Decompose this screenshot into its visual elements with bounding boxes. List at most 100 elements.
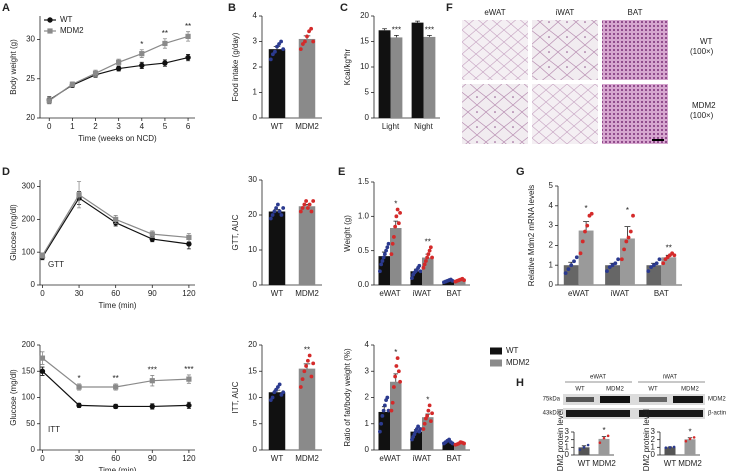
- data-point: [311, 39, 316, 44]
- data-point: [307, 202, 312, 207]
- bar: [454, 443, 466, 450]
- y-tick-label: 10: [248, 393, 257, 402]
- legend-swatch: [490, 347, 502, 355]
- data-point: [649, 265, 654, 270]
- x-tick-label: Night: [414, 122, 433, 131]
- y-tick-label: 100: [22, 247, 36, 256]
- x-tick-label: 1: [70, 122, 75, 131]
- y-tick-label: 150: [22, 366, 36, 375]
- data-point: [578, 448, 582, 451]
- y-tick-label: 15: [360, 37, 369, 46]
- data-point: [589, 211, 594, 216]
- bar: [646, 265, 662, 285]
- data-point: [684, 439, 688, 443]
- lane-label: MDM2: [681, 387, 699, 393]
- inline-label: ITT: [48, 425, 60, 434]
- significance: **: [162, 29, 168, 38]
- y-tick-label: 30: [26, 35, 35, 44]
- y-axis-label: Relative Mdm2 mRNA levels: [527, 185, 536, 286]
- data-point: [582, 446, 586, 449]
- data-point: [622, 247, 626, 252]
- y-tick-label: 20: [360, 11, 369, 20]
- bar: [410, 431, 422, 450]
- y-tick-label: 3: [565, 427, 570, 436]
- data-point: [395, 356, 400, 361]
- y-axis-label: Body weight (g): [9, 39, 18, 95]
- data-point: [398, 379, 402, 384]
- data-point: [304, 364, 309, 368]
- data-point: [277, 209, 282, 214]
- lane-label: MDM2: [606, 387, 624, 393]
- data-point: [279, 39, 284, 44]
- significance: *: [77, 374, 80, 383]
- y-tick-label: 1: [365, 419, 370, 428]
- panel-letter: D: [2, 166, 10, 178]
- y-tick-label: 200: [22, 214, 36, 223]
- significance: *: [394, 348, 397, 357]
- data-point: [389, 252, 394, 256]
- marker: [39, 368, 46, 374]
- data-point: [626, 235, 631, 240]
- data-point: [385, 395, 390, 400]
- western-blot: eWAT iWAT WT MDM2 WT MDM2 75kDa 43kDa MD…: [543, 375, 726, 419]
- significance: **: [425, 237, 431, 246]
- y-tick-label: 4: [549, 201, 554, 210]
- y-tick-label: 300: [22, 182, 36, 191]
- data-point: [381, 408, 386, 413]
- blot-band: [673, 396, 703, 403]
- data-point: [692, 436, 696, 439]
- lane-label: WT: [648, 387, 658, 393]
- y-tick-label: 4: [253, 11, 258, 20]
- data-point: [302, 202, 307, 207]
- bar: [620, 238, 635, 285]
- marker: [149, 403, 155, 410]
- histology-image: [602, 20, 668, 80]
- bar: [422, 257, 434, 285]
- y-axis-label: MDM2 protein level: [642, 409, 651, 471]
- histology-panel: F eWAT iWAT BAT WT (100×) MDM2 (100×): [446, 2, 716, 144]
- y-axis-label: Glucose (mg/dl): [9, 204, 18, 261]
- data-point: [396, 369, 401, 374]
- x-tick-label: WT: [578, 459, 591, 468]
- data-point: [563, 271, 568, 276]
- data-point: [382, 252, 387, 256]
- x-tick-label: BAT: [654, 289, 669, 298]
- bar: [390, 228, 402, 285]
- marker: [185, 54, 191, 61]
- marker: [113, 216, 119, 222]
- data-point: [619, 257, 624, 262]
- y-tick-label: 0.0: [358, 280, 370, 289]
- data-point: [462, 441, 466, 446]
- x-tick-label: 2: [93, 122, 98, 131]
- histology-image: [462, 84, 528, 144]
- data-point: [385, 245, 390, 250]
- data-point: [610, 263, 615, 268]
- bar: [378, 411, 390, 450]
- x-axis-label: Time (min): [99, 466, 137, 471]
- data-point: [274, 206, 279, 210]
- bar: [442, 442, 454, 450]
- significance: **: [304, 346, 310, 355]
- bar: [442, 280, 454, 285]
- y-tick-label: 1: [651, 442, 656, 451]
- bar: [390, 381, 402, 450]
- histology-image: [462, 20, 528, 80]
- bar: [661, 257, 677, 285]
- y-tick-label: 50: [26, 419, 35, 428]
- data-point: [307, 29, 311, 34]
- data-point: [430, 411, 434, 416]
- data-point: [379, 421, 384, 426]
- data-point: [275, 202, 280, 207]
- data-point: [428, 419, 433, 424]
- data-point: [392, 235, 396, 239]
- bar: [410, 271, 422, 285]
- significance: **: [666, 243, 672, 252]
- data-point: [613, 261, 618, 266]
- y-tick-label: 20: [248, 340, 257, 349]
- data-point: [430, 255, 434, 260]
- bar: [378, 256, 390, 285]
- y-tick-label: 20: [248, 210, 257, 219]
- data-point: [309, 209, 314, 214]
- marker: [186, 234, 192, 241]
